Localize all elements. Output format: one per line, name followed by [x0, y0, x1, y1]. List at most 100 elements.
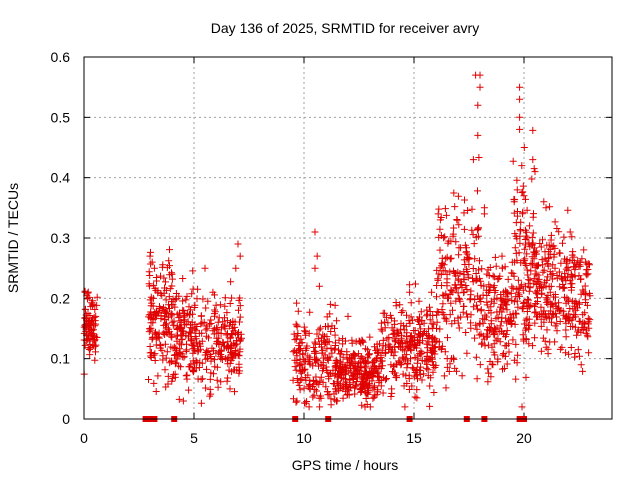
data-point [476, 257, 483, 265]
data-point [567, 323, 575, 330]
data-point [187, 337, 195, 345]
data-point [441, 233, 449, 241]
data-point [435, 338, 443, 346]
data-point [362, 395, 370, 402]
data-point [148, 335, 156, 343]
data-point [441, 348, 449, 356]
data-point [229, 317, 237, 325]
data-point [90, 320, 97, 328]
data-point [475, 154, 483, 161]
data-point [537, 280, 545, 288]
data-point [581, 282, 589, 290]
data-point [525, 276, 533, 284]
data-point [145, 376, 152, 383]
data-point [425, 333, 433, 341]
data-point [401, 347, 409, 355]
data-point [537, 303, 545, 311]
data-point [334, 380, 342, 388]
data-point [161, 331, 169, 338]
y-tick-label: 0.6 [51, 49, 71, 65]
data-point [509, 157, 517, 165]
data-point [418, 376, 426, 384]
data-point [521, 326, 529, 334]
data-point [551, 218, 559, 226]
data-point [293, 397, 301, 405]
data-point [544, 262, 552, 270]
data-point [490, 284, 498, 292]
data-point [473, 375, 481, 383]
data-point [415, 331, 423, 339]
data-point [472, 233, 480, 241]
data-point [562, 349, 570, 357]
data-point [151, 357, 159, 364]
data-point [413, 386, 421, 394]
data-point [476, 361, 484, 369]
data-point [548, 313, 556, 321]
data-point [461, 196, 468, 204]
data-point [146, 252, 154, 260]
data-point [362, 367, 369, 375]
data-point [235, 306, 242, 314]
data-point [357, 386, 365, 394]
data-point [405, 386, 413, 393]
data-point [565, 350, 573, 358]
data-point [366, 333, 374, 341]
data-point [383, 335, 391, 343]
data-point [539, 236, 546, 244]
data-point [523, 234, 531, 242]
data-point [145, 268, 153, 276]
data-point [163, 320, 170, 328]
data-point [484, 341, 492, 349]
data-point [586, 292, 594, 300]
data-point [496, 322, 504, 330]
data-point [543, 326, 551, 334]
data-point [366, 350, 373, 358]
data-point [464, 253, 472, 261]
data-point [377, 365, 385, 373]
data-point [238, 334, 245, 342]
data-point [426, 308, 434, 315]
data-point [383, 375, 390, 382]
data-point [440, 310, 448, 318]
data-point [437, 345, 445, 353]
data-point [155, 329, 163, 337]
data-point [293, 299, 301, 307]
data-point [428, 320, 436, 328]
data-point [147, 260, 155, 268]
data-point [579, 319, 587, 327]
data-point [407, 355, 414, 363]
data-point [320, 354, 328, 362]
data-point [532, 278, 540, 285]
data-point [532, 270, 540, 278]
data-point [515, 249, 523, 257]
data-point [164, 372, 172, 380]
data-point [475, 266, 483, 274]
data-point [188, 336, 196, 344]
data-point [204, 348, 212, 356]
data-point [516, 95, 524, 103]
data-point [292, 398, 300, 406]
data-point [81, 314, 89, 322]
data-point [538, 256, 546, 264]
data-point [478, 339, 486, 347]
data-point [224, 374, 232, 382]
data-point [449, 288, 457, 296]
data-point [504, 290, 512, 298]
data-point [534, 271, 542, 279]
data-point [442, 315, 450, 323]
data-point [179, 275, 187, 282]
data-point [291, 336, 299, 344]
data-point [511, 244, 519, 252]
data-point [526, 222, 534, 230]
data-point [530, 165, 538, 173]
data-point [528, 175, 536, 183]
data-point [516, 239, 524, 247]
data-point [555, 228, 563, 236]
data-point [187, 361, 195, 369]
data-point [567, 280, 575, 288]
data-point [512, 309, 520, 317]
data-point [438, 306, 446, 314]
data-point [526, 276, 534, 284]
data-point [446, 255, 454, 263]
data-point [323, 313, 331, 321]
